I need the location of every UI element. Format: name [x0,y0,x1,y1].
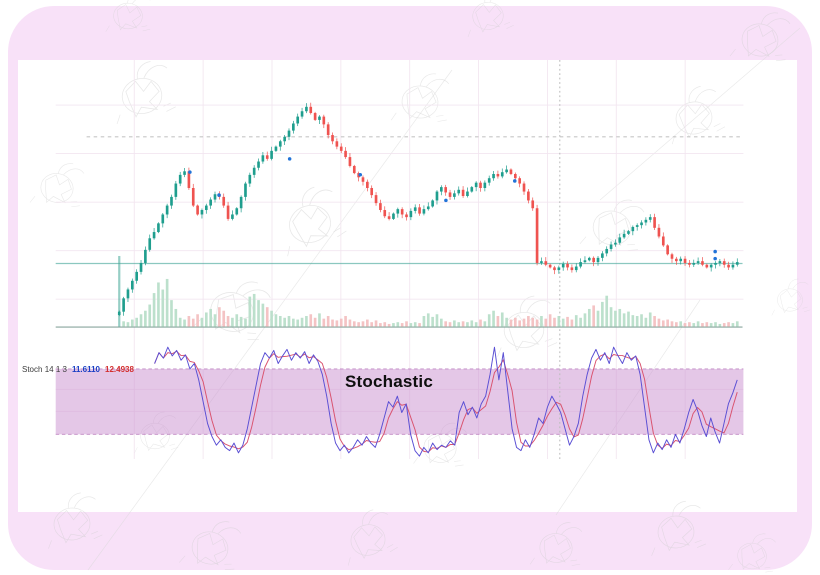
signal-markers [188,157,717,261]
watermark-scribble [463,0,515,38]
stochastic-lines [154,346,738,457]
watermark-scribble [105,0,154,36]
watermark-scribble [337,506,400,566]
chart-background [18,60,797,512]
stochastic-panel-title: Stochastic [345,372,433,391]
volume-bars [118,255,739,327]
reference-lines [55,60,743,460]
indicator-name: Stoch 14 1 3 [22,365,67,374]
stoch-d-value: 12.4938 [105,365,134,374]
watermark-scribble [178,511,247,575]
candlesticks [117,102,739,317]
watermark-scribble [529,517,586,572]
stoch-k-value: 11.6110 [71,365,100,374]
stoch-k-line [154,346,738,457]
watermark-scribble [728,528,780,575]
indicator-row: Stoch 14 1 3 11.6110 12.4938 [22,365,134,374]
trading-chart[interactable] [18,60,797,512]
indicator-params: 14 1 3 [44,365,67,374]
watermark-scribble [729,4,795,68]
stochastic-band [55,368,744,435]
